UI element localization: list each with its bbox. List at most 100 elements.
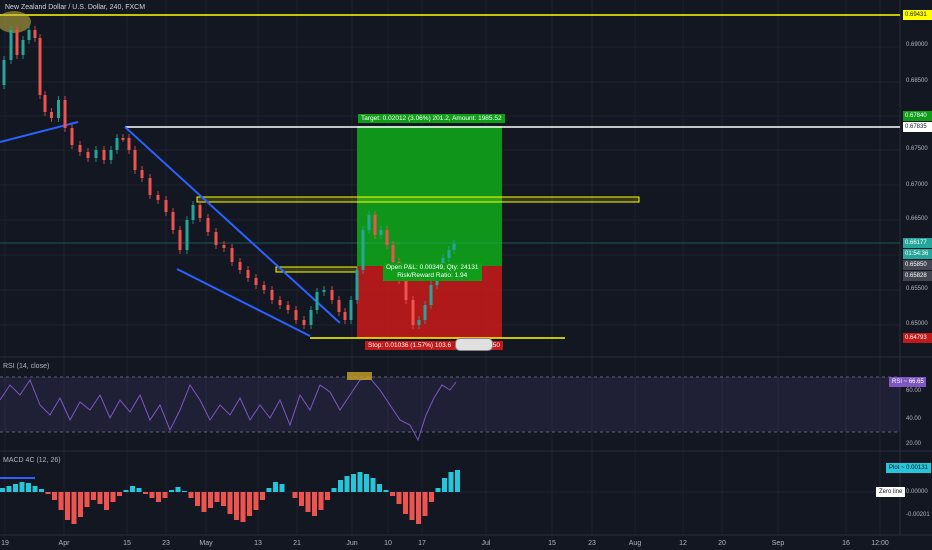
candle-body — [337, 300, 341, 312]
risk-reward-label: Risk/Reward Ratio: 1.94 — [397, 272, 468, 279]
target-price-tag: 0.67840 — [903, 111, 932, 121]
macd-bar — [351, 474, 356, 492]
macd-bar — [149, 492, 155, 498]
candle-body — [404, 280, 408, 300]
macd-bar — [364, 474, 369, 492]
candle-body — [70, 128, 74, 145]
date-label: 21 — [293, 540, 301, 547]
date-label: 10 — [384, 540, 392, 547]
stop-label-box[interactable]: Stop: 0.01036 (1.57%) 103.6 50 — [365, 341, 503, 350]
candle-body — [447, 250, 451, 258]
price-axis-label: 0.67000 — [906, 182, 928, 188]
macd-bar — [162, 492, 168, 498]
macd-bar — [318, 492, 324, 510]
macd-bar — [52, 492, 57, 500]
candle-body — [302, 320, 306, 325]
macd-bar — [0, 488, 5, 492]
macd-bar — [390, 492, 395, 496]
macd-bar — [208, 492, 213, 508]
candle-body — [63, 100, 67, 128]
macd-bar — [117, 492, 122, 496]
rsi-pane-label[interactable]: RSI (14, close) — [3, 363, 50, 370]
date-label: Jun — [346, 540, 358, 547]
stop-price-tag: 0.64793 — [903, 333, 932, 343]
macd-bar — [39, 489, 44, 492]
candle-body — [27, 30, 31, 40]
candle-body — [15, 30, 19, 55]
candle-body — [411, 300, 415, 325]
macd-bar — [403, 492, 408, 514]
macd-bar — [377, 484, 382, 492]
price-axis-label: 0.69000 — [906, 42, 928, 48]
macd-bar — [19, 482, 25, 492]
candle-body — [254, 278, 258, 285]
candle-body — [33, 30, 37, 38]
macd-plot-tag: Plot ~ 0.00131 — [886, 463, 931, 473]
macd-bar — [240, 492, 246, 522]
macd-bar — [325, 492, 330, 500]
date-label: 23 — [588, 540, 596, 547]
open-pnl-box[interactable]: Open P&L: 0.00349, Qty: 24131 Risk/Rewar… — [383, 263, 482, 281]
stop-label-tail: 50 — [492, 342, 500, 349]
candle-body — [315, 292, 319, 310]
price-axis-label: 0.65500 — [906, 286, 928, 292]
date-label: 12:00 — [871, 540, 889, 547]
macd-bar — [409, 492, 415, 520]
rsi-marker — [347, 372, 372, 380]
candle-body — [50, 112, 53, 118]
rsi-axis-label: 20.00 — [906, 441, 922, 447]
candle-body — [373, 215, 377, 235]
price-axis-label: 0.68500 — [906, 78, 928, 84]
macd-bar — [201, 492, 207, 512]
date-label: Jul — [481, 540, 491, 547]
date-label: 23 — [162, 540, 170, 547]
macd-bar — [175, 487, 181, 492]
rsi-axis-label: 40.00 — [906, 416, 922, 422]
macd-bar — [97, 492, 103, 504]
candle-body — [330, 290, 334, 300]
candle-body — [222, 245, 226, 248]
price-axis-label: 0.67500 — [906, 146, 928, 152]
date-label: 13 — [254, 540, 262, 547]
macd-bar — [338, 480, 343, 492]
macd-bar — [273, 482, 278, 492]
candle-body — [86, 152, 90, 158]
candle-body — [270, 290, 274, 300]
macd-bar — [143, 492, 148, 494]
macd-bar — [442, 478, 447, 492]
macd-bar — [279, 484, 285, 492]
resistance-zone — [196, 196, 640, 203]
candle-body — [309, 310, 313, 325]
date-label: 19 — [1, 540, 9, 547]
rsi-axis-label: 60.00 — [906, 388, 922, 394]
candle-body — [78, 145, 82, 152]
trend-line — [124, 126, 341, 324]
symbol-title[interactable]: New Zealand Dollar / U.S. Dollar, 240, F… — [5, 4, 146, 11]
position-badge[interactable] — [455, 338, 493, 351]
date-label: Sep — [771, 540, 785, 547]
macd-zero-value: 0.00000 — [906, 489, 928, 495]
macd-bar — [370, 478, 376, 492]
price-axis-label: 0.66500 — [906, 216, 928, 222]
macd-bar — [78, 492, 83, 517]
candle-body — [148, 178, 152, 195]
macd-pane-label[interactable]: MACD 4C (12, 26) — [3, 457, 61, 464]
candle-body — [286, 305, 290, 310]
candle-body — [206, 218, 210, 232]
macd-bar — [299, 492, 304, 506]
candle-body — [156, 195, 160, 200]
resistance-price-tag: 0.67835 — [903, 122, 932, 132]
candle-body — [109, 150, 113, 160]
top-line-price-tag: 0.69431 — [903, 10, 932, 20]
target-label[interactable]: Target: 0.02012 (3.06%) 201.2, Amount: 1… — [358, 114, 505, 123]
date-label: 20 — [718, 540, 726, 547]
macd-bar — [247, 492, 252, 516]
macd-bar — [65, 492, 70, 520]
candle-body — [164, 200, 168, 212]
date-label: 15 — [548, 540, 556, 547]
macd-bar — [84, 492, 90, 507]
macd-bar — [123, 490, 129, 492]
macd-bar — [312, 492, 317, 516]
candle-body — [94, 150, 98, 158]
